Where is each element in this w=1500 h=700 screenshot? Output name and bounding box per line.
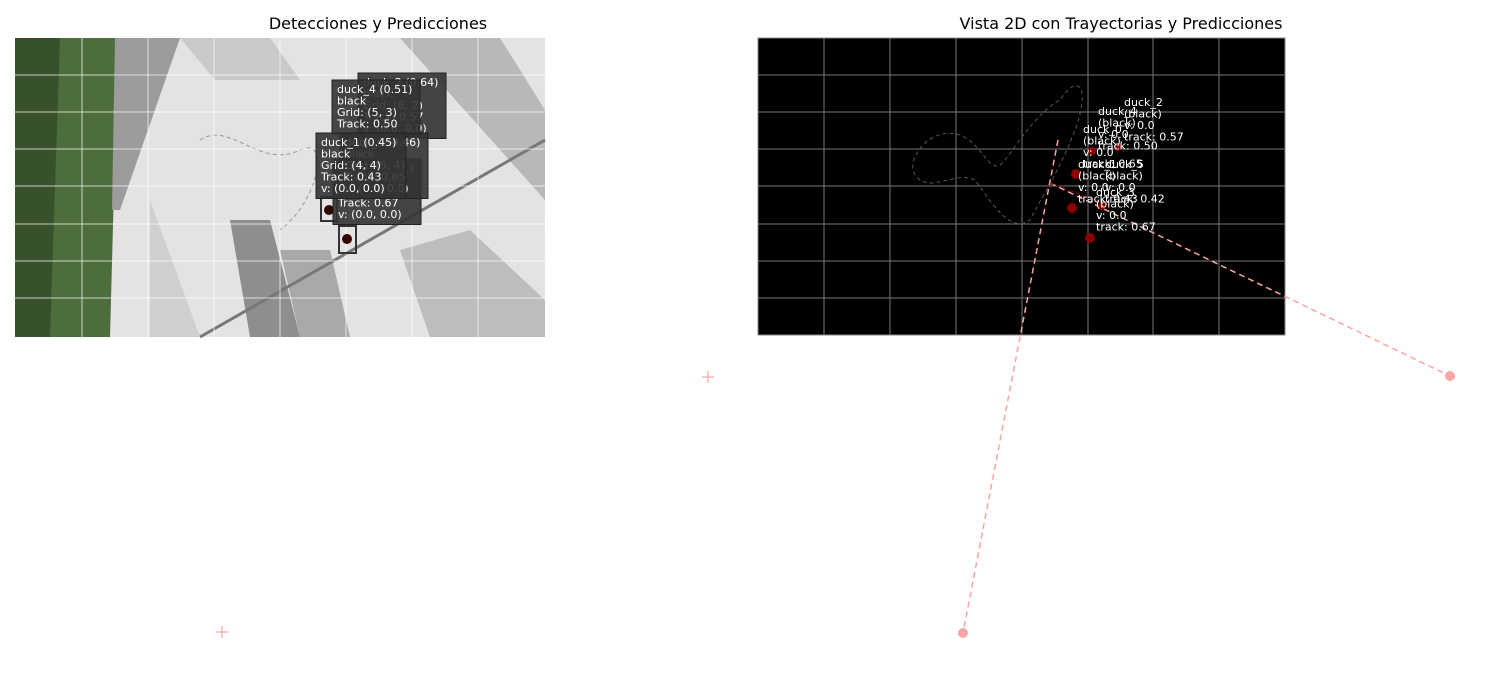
map-label-line: v: 0.0: [1098, 128, 1129, 141]
map-label-line: (black): [1098, 117, 1136, 130]
map-label-line: duck_2: [1124, 96, 1163, 109]
left-title: Detecciones y Predicciones: [269, 14, 487, 33]
map-label-line: track: 0.43: [1078, 193, 1138, 206]
label-line: black: [337, 95, 367, 108]
map-label-line: track: 0.65: [1083, 158, 1143, 171]
label-line: Track: 0.43: [320, 171, 381, 184]
map-ducks: [1067, 143, 1122, 243]
prediction-point: [1445, 371, 1455, 381]
label-line: duck_1 (0.45): [321, 136, 396, 149]
map-label-line: duck_1: [1078, 158, 1117, 171]
map-label-line: v: 0.0: [1083, 146, 1114, 159]
label-line: Grid: (5, 3): [337, 106, 397, 119]
map-label-line: track: 0.42: [1105, 193, 1165, 206]
label-line: v: (0.0, 0.0): [321, 182, 385, 195]
map-label-line: duck_3: [1096, 186, 1135, 199]
map-label-line: duck_0: [1083, 123, 1122, 136]
map-label-line: (black): [1124, 108, 1162, 121]
label-line: Track: 0.50: [336, 118, 397, 131]
map-label-line: v: 0.0: [1078, 181, 1109, 194]
label-line: duck_4 (0.51): [337, 83, 412, 96]
prediction-point: [958, 628, 968, 638]
map-label-line: (black): [1096, 198, 1134, 211]
label-line: Grid: (4, 4): [321, 159, 381, 172]
map-label-line: track: 0.57: [1124, 131, 1184, 144]
map-label-line: track: 0.67: [1096, 221, 1156, 234]
label-line: v: (0.0, 0.0): [338, 208, 402, 221]
label-box: [315, 132, 407, 199]
predictions: [962, 139, 1451, 634]
map-label-line: duck_4: [1098, 105, 1137, 118]
map-label-line: track: 0.50: [1098, 140, 1158, 153]
trajectory: [912, 85, 1083, 225]
map-label-line: duck_5: [1105, 158, 1144, 171]
map-label-line: (black): [1078, 170, 1116, 183]
map-label-line: v: 0.0: [1096, 209, 1127, 222]
label-box: [331, 79, 421, 135]
markers: [216, 371, 714, 638]
map-label-line: (black): [1083, 135, 1121, 148]
map-label-line: v: 0.0: [1124, 119, 1155, 132]
right-title: Vista 2D con Trayectorias y Predicciones: [960, 14, 1283, 33]
label-line: black: [321, 148, 351, 161]
map-label-line: (black): [1105, 170, 1143, 183]
map-label-line: v: 0.0: [1105, 181, 1136, 194]
label-line: Track: 0.67: [337, 197, 398, 210]
prediction-near: [1049, 182, 1111, 206]
map-grid: [758, 38, 1285, 335]
